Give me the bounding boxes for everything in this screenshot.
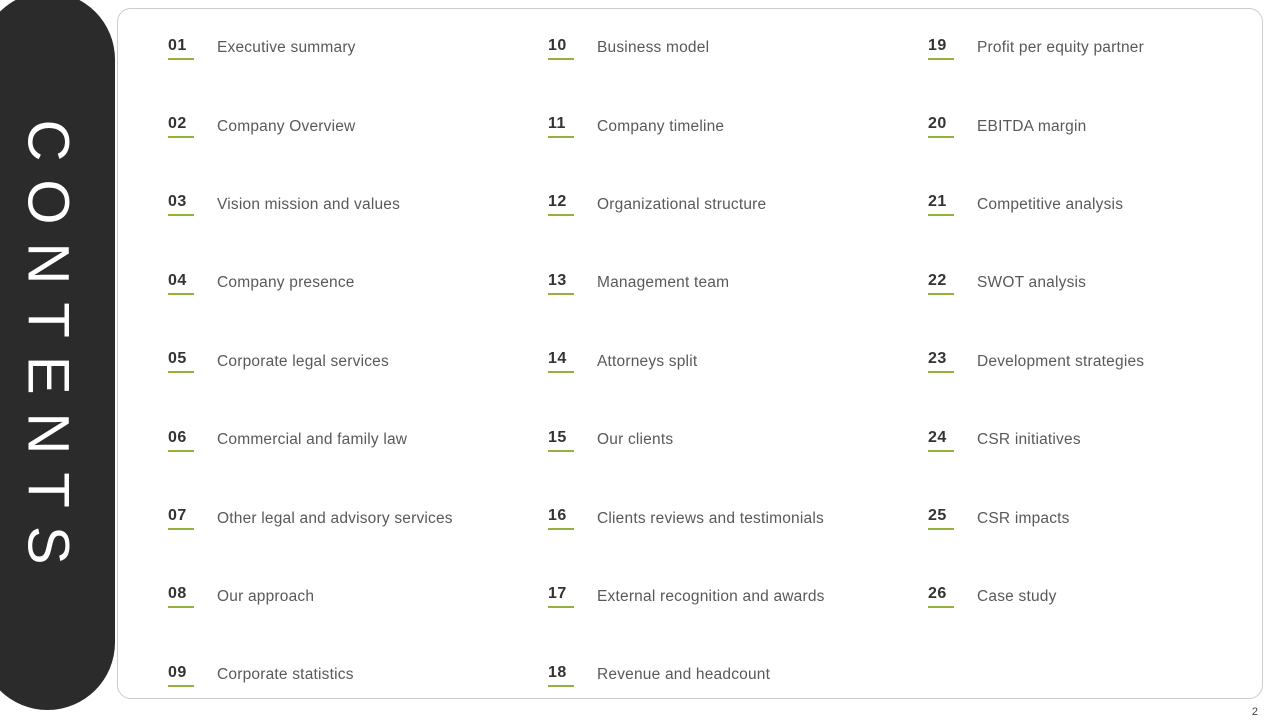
contents-sidebar: CONTENTS (0, 0, 115, 710)
toc-entry-label: Company Overview (217, 117, 356, 135)
toc-entry-number: 24 (928, 429, 954, 452)
toc-entry-label: Case study (977, 587, 1057, 605)
toc-entry-label: Revenue and headcount (597, 666, 771, 684)
toc-column-2: 10 Business model 11 Company timeline 12… (548, 9, 928, 698)
toc-entry: 09 Corporate statistics (168, 636, 548, 698)
toc-entry: 24 CSR initiatives (928, 401, 1262, 479)
toc-entry-number: 18 (548, 664, 574, 687)
toc-entry-number: 01 (168, 37, 194, 60)
toc-entry-label: Company timeline (597, 117, 725, 135)
toc-entry: 16 Clients reviews and testimonials (548, 479, 928, 557)
toc-entry-number: 08 (168, 585, 194, 609)
toc-entry-number: 10 (548, 37, 574, 60)
toc-entry: 04 Company presence (168, 244, 548, 322)
toc-entry: 26 Case study (928, 558, 1262, 636)
toc-entry-label: Attorneys split (597, 352, 698, 370)
toc-entry: 22 SWOT analysis (928, 244, 1262, 322)
toc-entry: 15 Our clients (548, 401, 928, 479)
toc-entry-label: Vision mission and values (217, 195, 401, 213)
toc-entry: 06 Commercial and family law (168, 401, 548, 479)
toc-entry: 14 Attorneys split (548, 323, 928, 401)
toc-entry-number: 09 (168, 664, 194, 687)
toc-entry: 03 Vision mission and values (168, 166, 548, 244)
toc-entry-number: 21 (928, 193, 954, 217)
toc-entry-number: 06 (168, 429, 194, 452)
toc-entry-label: Our approach (217, 587, 315, 605)
toc-entry-label: Executive summary (217, 39, 356, 57)
toc-entry-label: EBITDA margin (977, 117, 1087, 135)
toc-entry-label: Organizational structure (597, 195, 767, 213)
toc-entry-number: 13 (548, 272, 574, 295)
toc-entry-label: Commercial and family law (217, 431, 408, 449)
toc-entry-label: Other legal and advisory services (217, 509, 453, 527)
toc-entry: 21 Competitive analysis (928, 166, 1262, 244)
toc-entry: 05 Corporate legal services (168, 323, 548, 401)
toc-entry: 10 Business model (548, 9, 928, 87)
toc-entry-number: 03 (168, 193, 194, 217)
toc-entry: 07 Other legal and advisory services (168, 479, 548, 557)
toc-entry-number: 17 (548, 585, 574, 609)
toc-entry: 20 EBITDA margin (928, 87, 1262, 165)
toc-column-1: 01 Executive summary 02 Company Overview… (168, 9, 548, 698)
toc-entry-label: Management team (597, 274, 730, 292)
toc-entry-number: 16 (548, 507, 574, 531)
toc-entry-number: 22 (928, 272, 954, 295)
toc-entry-label: Profit per equity partner (977, 39, 1144, 57)
toc-entry-number: 26 (928, 585, 954, 609)
toc-entry-number: 14 (548, 350, 574, 374)
toc-entry-label: Corporate legal services (217, 352, 389, 370)
toc-grid: 01 Executive summary 02 Company Overview… (168, 9, 1262, 698)
toc-entry-label: Corporate statistics (217, 666, 354, 684)
toc-entry-number: 25 (928, 507, 954, 531)
toc-entry: 13 Management team (548, 244, 928, 322)
toc-entry: 17 External recognition and awards (548, 558, 928, 636)
toc-entry-number: 07 (168, 507, 194, 531)
toc-entry-number: 11 (548, 115, 574, 139)
toc-entry-label: SWOT analysis (977, 274, 1087, 292)
toc-entry: 25 CSR impacts (928, 479, 1262, 557)
contents-frame: 01 Executive summary 02 Company Overview… (117, 8, 1263, 699)
toc-entry-number: 23 (928, 350, 954, 374)
toc-entry: 12 Organizational structure (548, 166, 928, 244)
toc-entry: 23 Development strategies (928, 323, 1262, 401)
toc-entry-label: Company presence (217, 274, 355, 292)
toc-entry-number: 12 (548, 193, 574, 217)
contents-title: CONTENTS (15, 119, 81, 583)
toc-entry-label: Development strategies (977, 352, 1145, 370)
toc-entry: 18 Revenue and headcount (548, 636, 928, 698)
toc-entry: 11 Company timeline (548, 87, 928, 165)
toc-entry-label: Business model (597, 39, 710, 57)
toc-entry-label: CSR initiatives (977, 431, 1081, 449)
toc-entry-number: 19 (928, 37, 954, 60)
toc-entry-number: 20 (928, 115, 954, 139)
toc-entry: 01 Executive summary (168, 9, 548, 87)
toc-entry-label: CSR impacts (977, 509, 1070, 527)
page-number: 2 (1251, 706, 1258, 718)
toc-entry-label: Clients reviews and testimonials (597, 509, 824, 527)
toc-entry-label: Competitive analysis (977, 195, 1124, 213)
toc-entry-number: 05 (168, 350, 194, 374)
toc-entry-number: 04 (168, 272, 194, 295)
toc-column-3: 19 Profit per equity partner 20 EBITDA m… (928, 9, 1262, 698)
toc-entry-label: External recognition and awards (597, 587, 825, 605)
toc-entry: 08 Our approach (168, 558, 548, 636)
toc-entry: 02 Company Overview (168, 87, 548, 165)
toc-entry: 19 Profit per equity partner (928, 9, 1262, 87)
toc-entry-label: Our clients (597, 431, 674, 449)
toc-entry-number: 15 (548, 429, 574, 452)
toc-entry-number: 02 (168, 115, 194, 139)
